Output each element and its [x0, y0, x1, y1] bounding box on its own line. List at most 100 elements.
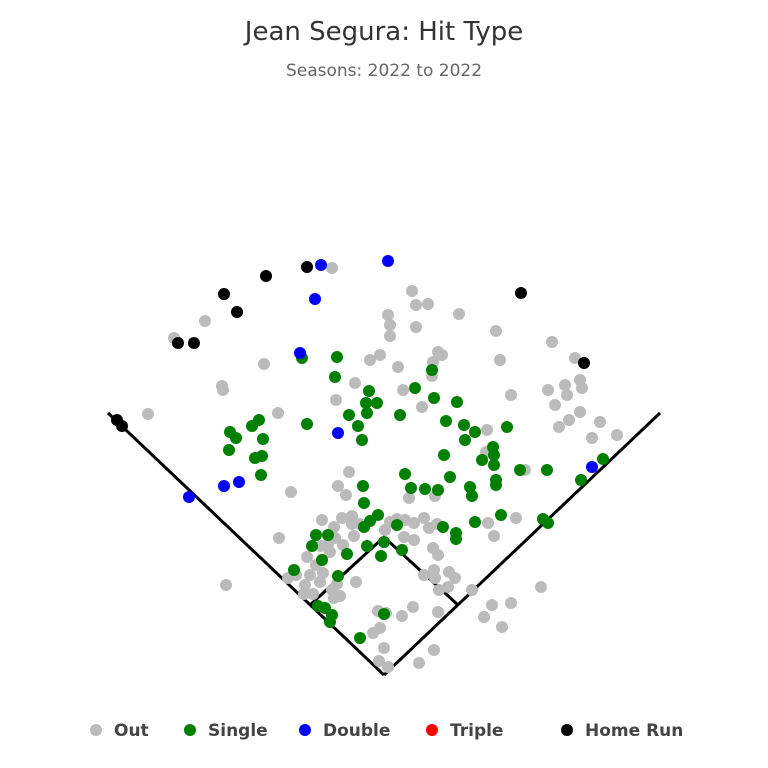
point	[374, 349, 386, 361]
point	[432, 484, 444, 496]
point	[301, 261, 313, 273]
point	[397, 384, 409, 396]
point	[358, 497, 370, 509]
point	[490, 479, 502, 491]
legend-label: Out	[114, 721, 149, 741]
point	[255, 469, 267, 481]
point	[466, 584, 478, 596]
point	[546, 336, 558, 348]
point	[350, 576, 362, 588]
legend-swatch	[90, 724, 102, 736]
point	[537, 513, 549, 525]
point	[432, 549, 444, 561]
point	[220, 579, 232, 591]
point	[486, 599, 498, 611]
point	[459, 434, 471, 446]
point	[399, 468, 411, 480]
point	[384, 319, 396, 331]
point	[382, 661, 394, 673]
point	[363, 385, 375, 397]
point	[611, 429, 623, 441]
point	[332, 570, 344, 582]
point	[361, 540, 373, 552]
point	[396, 610, 408, 622]
point	[172, 337, 184, 349]
point	[405, 482, 417, 494]
point	[586, 461, 598, 473]
point	[553, 421, 565, 433]
point	[223, 444, 235, 456]
point	[559, 379, 571, 391]
point	[273, 532, 285, 544]
point	[391, 519, 403, 531]
point	[428, 392, 440, 404]
point	[199, 315, 211, 327]
point	[406, 285, 418, 297]
point	[384, 330, 396, 342]
point	[563, 414, 575, 426]
point	[371, 397, 383, 409]
point	[501, 421, 513, 433]
point	[416, 401, 428, 413]
point	[294, 347, 306, 359]
chart-subtitle: Seasons: 2022 to 2022	[286, 61, 482, 81]
point	[360, 397, 372, 409]
point	[230, 432, 242, 444]
point	[306, 540, 318, 552]
point	[403, 492, 415, 504]
point	[396, 544, 408, 556]
legend-label: Double	[323, 721, 390, 741]
point	[422, 298, 434, 310]
chart-title: Jean Segura: Hit Type	[243, 17, 523, 47]
point	[246, 420, 258, 432]
legend: Out Single Double Triple Home Run	[90, 721, 683, 741]
point	[481, 424, 493, 436]
point	[356, 434, 368, 446]
point	[410, 321, 422, 333]
point	[346, 510, 358, 522]
point	[419, 483, 431, 495]
point	[594, 416, 606, 428]
foul-line-left	[106, 411, 386, 677]
point	[336, 512, 348, 524]
point	[304, 569, 316, 581]
point	[349, 377, 361, 389]
point	[330, 394, 342, 406]
point	[413, 657, 425, 669]
point	[358, 521, 370, 533]
point	[549, 399, 561, 411]
point	[433, 584, 445, 596]
point	[337, 539, 349, 551]
point	[505, 597, 517, 609]
point	[469, 426, 481, 438]
point	[542, 384, 554, 396]
point	[332, 480, 344, 492]
point	[382, 255, 394, 267]
point	[578, 357, 590, 369]
point	[364, 354, 376, 366]
point	[341, 548, 353, 560]
legend-swatch	[299, 724, 311, 736]
point	[597, 453, 609, 465]
point	[574, 406, 586, 418]
point	[490, 325, 502, 337]
point	[515, 287, 527, 299]
point	[440, 415, 452, 427]
point	[218, 288, 230, 300]
point	[410, 299, 422, 311]
point	[315, 259, 327, 271]
point	[466, 490, 478, 502]
legend-label: Home Run	[585, 721, 683, 741]
point	[488, 530, 500, 542]
point	[432, 606, 444, 618]
point	[482, 517, 494, 529]
point	[408, 534, 420, 546]
point	[436, 349, 448, 361]
point	[438, 449, 450, 461]
point	[409, 382, 421, 394]
point	[329, 371, 341, 383]
legend-swatch	[184, 724, 196, 736]
point	[378, 642, 390, 654]
point	[188, 337, 200, 349]
